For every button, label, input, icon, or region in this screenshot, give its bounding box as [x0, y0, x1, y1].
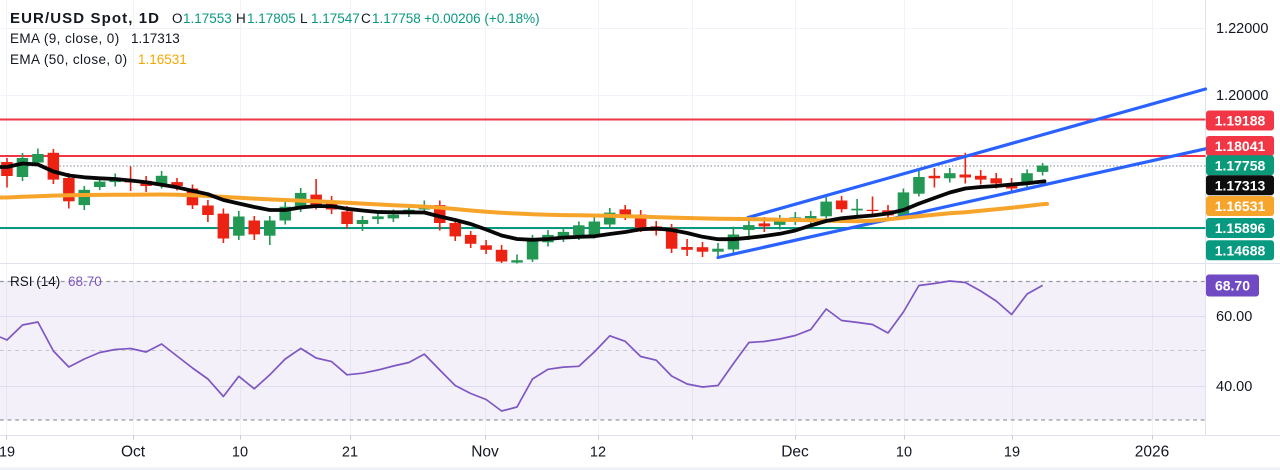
svg-text:Dec: Dec	[781, 444, 809, 461]
svg-text:1.17553: 1.17553	[183, 11, 232, 26]
svg-text:68.70: 68.70	[68, 274, 102, 289]
svg-text:68.70: 68.70	[1215, 278, 1250, 294]
svg-text:1.15896: 1.15896	[1215, 220, 1266, 236]
svg-text:2026: 2026	[1135, 444, 1169, 461]
svg-text:1.20000: 1.20000	[1216, 88, 1268, 104]
svg-text:1.19188: 1.19188	[1215, 113, 1266, 129]
svg-text:1.17547: 1.17547	[311, 11, 360, 26]
svg-text:21: 21	[342, 445, 358, 461]
svg-text:1.17758: 1.17758	[1215, 157, 1266, 173]
svg-text:1.16531: 1.16531	[1215, 198, 1266, 214]
svg-text:1.17758: 1.17758	[372, 11, 421, 26]
svg-text:10: 10	[232, 445, 248, 461]
svg-text:1.18041: 1.18041	[1215, 138, 1266, 154]
svg-text:Oct: Oct	[121, 444, 146, 461]
svg-text:40.00: 40.00	[1216, 379, 1252, 395]
svg-text:1.17313: 1.17313	[1215, 177, 1266, 193]
svg-text:EUR/USD Spot, 1D: EUR/USD Spot, 1D	[10, 10, 160, 27]
svg-text:1.14688: 1.14688	[1215, 242, 1266, 258]
svg-text:+0.00206 (+0.18%): +0.00206 (+0.18%)	[424, 11, 540, 26]
svg-text:1.22000: 1.22000	[1216, 21, 1268, 37]
svg-text:1.17313: 1.17313	[131, 31, 180, 46]
svg-text:EMA (9, close, 0): EMA (9, close, 0)	[10, 31, 120, 46]
svg-text:19: 19	[1004, 445, 1020, 461]
svg-text:1.17805: 1.17805	[247, 11, 296, 26]
svg-text:12: 12	[590, 445, 606, 461]
svg-text:60.00: 60.00	[1216, 309, 1252, 325]
svg-text:RSI (14): RSI (14)	[10, 274, 60, 289]
svg-text:C: C	[361, 11, 371, 26]
svg-text:EMA (50, close, 0): EMA (50, close, 0)	[10, 52, 128, 67]
svg-text:H: H	[236, 11, 246, 26]
svg-text:Nov: Nov	[471, 444, 499, 461]
svg-text:19: 19	[0, 445, 15, 461]
svg-text:1.16531: 1.16531	[138, 52, 187, 67]
svg-text:O: O	[172, 11, 183, 26]
svg-text:L: L	[300, 11, 308, 26]
svg-text:10: 10	[896, 445, 912, 461]
